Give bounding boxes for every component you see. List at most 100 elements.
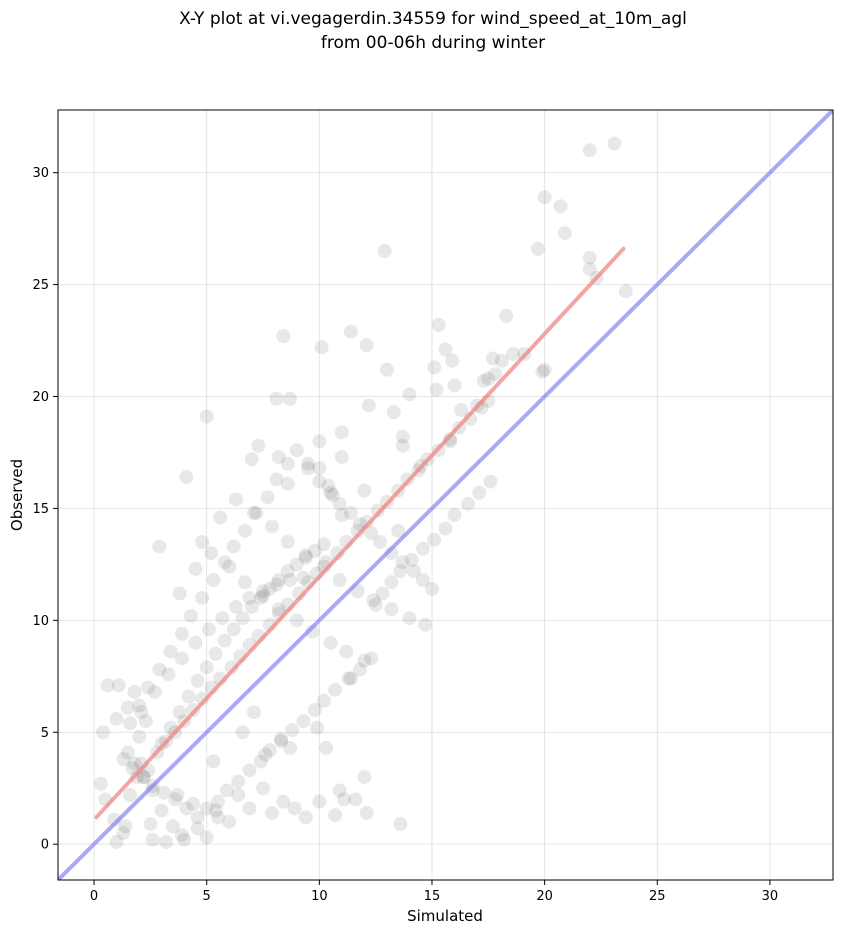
data-point bbox=[283, 573, 298, 588]
data-point bbox=[188, 561, 203, 576]
data-point bbox=[217, 555, 232, 570]
data-point bbox=[208, 646, 223, 661]
data-point bbox=[269, 472, 284, 487]
data-point bbox=[116, 752, 131, 767]
data-point bbox=[312, 474, 327, 489]
data-point bbox=[395, 438, 410, 453]
fit-line bbox=[94, 246, 626, 820]
data-point bbox=[253, 590, 268, 605]
data-point bbox=[618, 284, 633, 299]
data-point bbox=[341, 671, 356, 686]
data-point bbox=[307, 543, 322, 558]
data-point bbox=[283, 391, 298, 406]
identity-line bbox=[58, 110, 833, 880]
data-point bbox=[404, 552, 419, 567]
data-point bbox=[431, 317, 446, 332]
data-point bbox=[244, 599, 259, 614]
data-point bbox=[447, 508, 462, 523]
data-point bbox=[138, 714, 153, 729]
data-point bbox=[118, 819, 133, 834]
data-point bbox=[132, 729, 147, 744]
data-point bbox=[312, 434, 327, 449]
data-point bbox=[195, 535, 210, 550]
data-point bbox=[271, 573, 286, 588]
data-point bbox=[312, 794, 327, 809]
data-point bbox=[427, 360, 442, 375]
data-point bbox=[285, 723, 300, 738]
data-point bbox=[253, 754, 268, 769]
data-point bbox=[582, 261, 597, 276]
data-point bbox=[170, 787, 185, 802]
data-point bbox=[375, 586, 390, 601]
data-point bbox=[406, 564, 421, 579]
x-tick-label: 30 bbox=[762, 889, 779, 904]
data-point bbox=[334, 449, 349, 464]
data-point bbox=[228, 599, 243, 614]
data-point bbox=[165, 819, 180, 834]
data-point bbox=[395, 555, 410, 570]
data-point bbox=[269, 391, 284, 406]
data-point bbox=[402, 387, 417, 402]
data-point bbox=[235, 611, 250, 626]
data-point bbox=[174, 828, 189, 843]
data-point bbox=[361, 398, 376, 413]
data-point bbox=[226, 539, 241, 554]
data-point bbox=[280, 564, 295, 579]
data-point bbox=[276, 329, 291, 344]
data-point bbox=[357, 653, 372, 668]
data-point bbox=[424, 582, 439, 597]
data-point bbox=[418, 617, 433, 632]
data-point bbox=[330, 546, 345, 561]
data-point bbox=[242, 763, 257, 778]
data-point bbox=[334, 508, 349, 523]
y-tick-label: 0 bbox=[41, 838, 49, 853]
data-point bbox=[190, 673, 205, 688]
data-point bbox=[386, 405, 401, 420]
data-point bbox=[316, 693, 331, 708]
plot-frame bbox=[57, 109, 834, 881]
y-tick-label: 20 bbox=[32, 390, 49, 405]
data-point bbox=[183, 608, 198, 623]
data-point bbox=[271, 602, 286, 617]
data-point bbox=[323, 485, 338, 500]
data-point bbox=[391, 523, 406, 538]
data-point bbox=[93, 776, 108, 791]
data-point bbox=[332, 783, 347, 798]
data-point bbox=[210, 810, 225, 825]
data-point bbox=[265, 519, 280, 534]
data-point bbox=[298, 548, 313, 563]
y-tick-label: 30 bbox=[32, 166, 49, 181]
data-point bbox=[132, 698, 147, 713]
data-point bbox=[258, 747, 273, 762]
data-point bbox=[280, 535, 295, 550]
data-point bbox=[280, 456, 295, 471]
data-point bbox=[296, 570, 311, 585]
data-point bbox=[247, 705, 262, 720]
data-point bbox=[325, 488, 340, 502]
data-point bbox=[226, 622, 241, 637]
data-point bbox=[352, 662, 367, 677]
data-point bbox=[204, 546, 219, 561]
data-point bbox=[494, 353, 509, 368]
data-point bbox=[454, 402, 469, 417]
data-point bbox=[357, 770, 372, 785]
data-point bbox=[310, 720, 325, 735]
plot-area bbox=[58, 110, 833, 880]
data-point bbox=[337, 792, 352, 807]
data-point bbox=[152, 539, 167, 554]
data-point bbox=[481, 371, 496, 386]
data-point bbox=[228, 492, 243, 507]
data-point bbox=[366, 593, 381, 608]
data-point bbox=[276, 794, 291, 809]
data-point bbox=[343, 324, 358, 339]
data-point bbox=[219, 783, 234, 798]
data-point bbox=[359, 514, 374, 529]
data-point bbox=[271, 449, 286, 464]
data-point bbox=[215, 611, 230, 626]
data-point bbox=[120, 700, 135, 715]
data-point bbox=[506, 346, 521, 361]
data-point bbox=[251, 438, 266, 453]
data-point bbox=[319, 740, 334, 755]
data-point bbox=[247, 505, 262, 520]
y-tick-label: 15 bbox=[32, 502, 49, 517]
